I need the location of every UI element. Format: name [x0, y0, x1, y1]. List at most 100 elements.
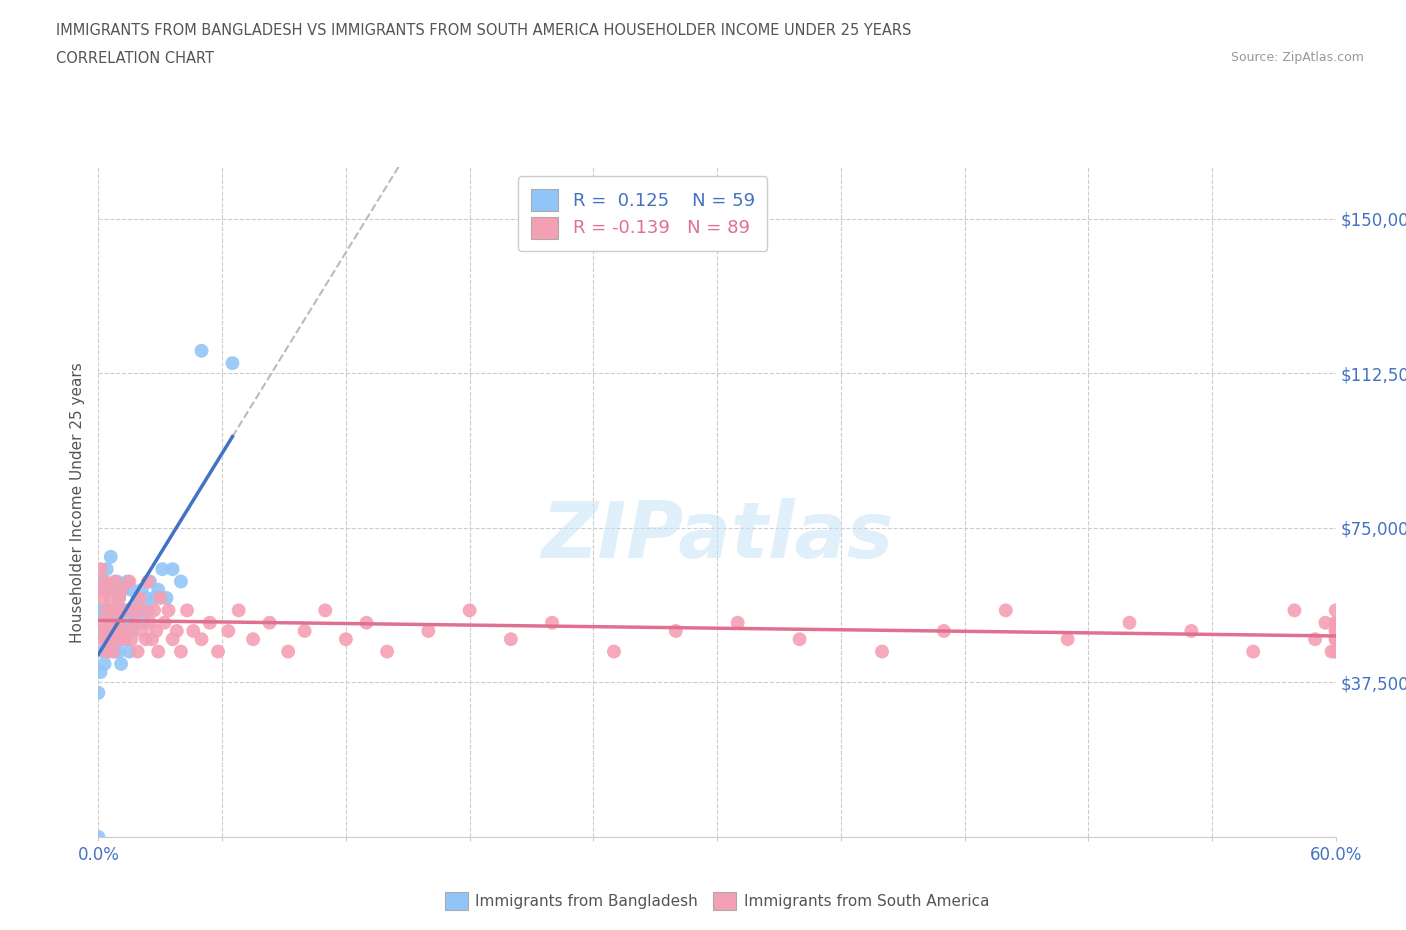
- Text: Source: ZipAtlas.com: Source: ZipAtlas.com: [1230, 51, 1364, 64]
- Point: [127, 591, 149, 605]
- Point: [141, 631, 163, 646]
- Point: [207, 644, 229, 659]
- Point: [1324, 603, 1347, 618]
- Point: [149, 591, 172, 605]
- Point: [124, 616, 146, 631]
- Point: [148, 582, 170, 597]
- Point: [100, 550, 122, 565]
- Point: [148, 644, 170, 659]
- Point: [105, 574, 128, 589]
- Point: [112, 631, 135, 646]
- Point: [277, 644, 299, 659]
- Point: [96, 631, 118, 646]
- Point: [105, 603, 128, 618]
- Point: [96, 644, 118, 659]
- Point: [665, 623, 688, 638]
- Point: [87, 582, 110, 597]
- Point: [157, 603, 180, 618]
- Point: [120, 582, 142, 597]
- Point: [190, 631, 212, 646]
- Point: [108, 591, 131, 605]
- Point: [93, 574, 115, 589]
- Point: [108, 616, 131, 631]
- Point: [97, 616, 120, 631]
- Point: [131, 623, 153, 638]
- Point: [110, 603, 132, 618]
- Point: [124, 616, 146, 631]
- Point: [135, 591, 157, 605]
- Point: [1324, 616, 1347, 631]
- Point: [458, 603, 481, 618]
- Point: [96, 603, 118, 618]
- Point: [89, 616, 111, 631]
- Point: [127, 644, 149, 659]
- Point: [335, 631, 357, 646]
- Point: [114, 631, 136, 646]
- Point: [541, 616, 564, 631]
- Point: [162, 562, 184, 577]
- Point: [870, 644, 893, 659]
- Point: [727, 616, 749, 631]
- Point: [356, 616, 378, 631]
- Text: IMMIGRANTS FROM BANGLADESH VS IMMIGRANTS FROM SOUTH AMERICA HOUSEHOLDER INCOME U: IMMIGRANTS FROM BANGLADESH VS IMMIGRANTS…: [56, 23, 911, 38]
- Point: [932, 623, 955, 638]
- Point: [190, 343, 212, 358]
- Point: [118, 644, 141, 659]
- Point: [1284, 603, 1306, 618]
- Point: [228, 603, 250, 618]
- Point: [143, 591, 166, 605]
- Point: [139, 616, 162, 631]
- Point: [108, 623, 131, 638]
- Point: [259, 616, 281, 631]
- Point: [242, 631, 264, 646]
- Point: [217, 623, 239, 638]
- Point: [1303, 631, 1326, 646]
- Point: [136, 603, 159, 618]
- Point: [1315, 616, 1337, 631]
- Point: [176, 603, 198, 618]
- Point: [91, 574, 114, 589]
- Text: ZIPatlas: ZIPatlas: [541, 498, 893, 574]
- Point: [120, 631, 142, 646]
- Point: [132, 603, 155, 618]
- Point: [91, 644, 114, 659]
- Point: [145, 623, 167, 638]
- Point: [128, 591, 150, 605]
- Point: [105, 616, 128, 631]
- Point: [1241, 644, 1264, 659]
- Point: [97, 582, 120, 597]
- Point: [181, 623, 204, 638]
- Point: [89, 665, 111, 680]
- Point: [1324, 623, 1347, 638]
- Point: [1324, 616, 1347, 631]
- Point: [89, 623, 111, 638]
- Point: [170, 574, 193, 589]
- Y-axis label: Householder Income Under 25 years: Householder Income Under 25 years: [69, 362, 84, 643]
- Point: [153, 616, 176, 631]
- Point: [101, 623, 124, 638]
- Point: [93, 582, 115, 597]
- Point: [117, 623, 139, 638]
- Point: [104, 644, 127, 659]
- Point: [603, 644, 626, 659]
- Point: [418, 623, 440, 638]
- Point: [1118, 616, 1140, 631]
- Point: [93, 657, 115, 671]
- Point: [96, 603, 118, 618]
- Point: [150, 562, 173, 577]
- Point: [114, 603, 136, 618]
- Point: [105, 631, 128, 646]
- Point: [1056, 631, 1078, 646]
- Point: [118, 603, 141, 618]
- Point: [139, 574, 162, 589]
- Point: [117, 616, 139, 631]
- Point: [101, 582, 124, 597]
- Point: [994, 603, 1017, 618]
- Point: [97, 644, 120, 659]
- Point: [143, 603, 166, 618]
- Point: [100, 631, 122, 646]
- Point: [91, 603, 114, 618]
- Text: CORRELATION CHART: CORRELATION CHART: [56, 51, 214, 66]
- Point: [789, 631, 811, 646]
- Legend: Immigrants from Bangladesh, Immigrants from South America: Immigrants from Bangladesh, Immigrants f…: [439, 885, 995, 916]
